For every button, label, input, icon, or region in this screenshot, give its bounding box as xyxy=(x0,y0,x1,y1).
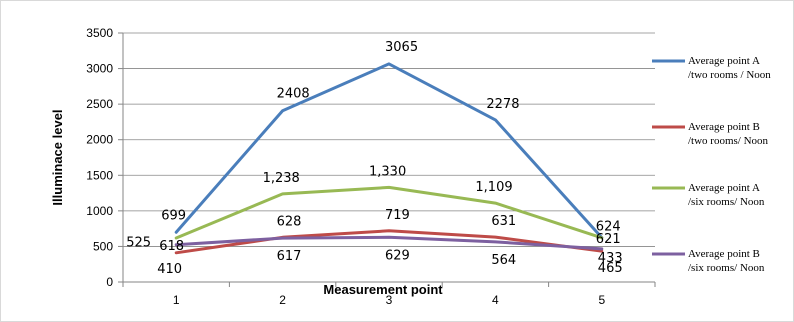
data-label: 1,109 xyxy=(475,180,512,195)
series-line-2 xyxy=(174,229,604,255)
legend-item: Average point A/six rooms/ Noon xyxy=(652,182,765,208)
data-label: 621 xyxy=(596,232,621,247)
y-tick-label: 1000 xyxy=(86,204,113,218)
y-tick-label: 3500 xyxy=(86,26,113,40)
data-label: 410 xyxy=(157,262,182,277)
y-tick-label: 0 xyxy=(106,275,113,289)
legend-label: Average point A xyxy=(688,182,760,194)
legend-item: Average point B/two rooms/ Noon xyxy=(652,121,769,147)
x-tick-label: 5 xyxy=(598,293,605,307)
data-label: 628 xyxy=(277,214,302,229)
x-tick-label: 2 xyxy=(279,293,286,307)
data-label: 631 xyxy=(491,214,516,229)
data-label: 618 xyxy=(159,239,184,254)
data-label: 624 xyxy=(596,220,621,235)
data-labels: 699 2408 3065 2278 624 410 628 719 631 433 618 1,23… xyxy=(126,40,622,277)
x-tick-labels: 1 2 3 4 5 xyxy=(122,282,656,307)
x-axis-title: Measurement point xyxy=(323,282,443,297)
data-label: 2408 xyxy=(277,87,310,102)
data-label: 564 xyxy=(491,253,516,268)
legend-label-line2: /six rooms/ Noon xyxy=(688,196,765,208)
legend-item: Average point B/six rooms/ Noon xyxy=(652,248,765,274)
data-label: 629 xyxy=(385,248,410,263)
y-axis-title: Illuminace level xyxy=(50,109,65,205)
series-line-4 xyxy=(174,235,604,251)
x-tick-label: 3 xyxy=(386,293,393,307)
data-label: 617 xyxy=(277,249,302,264)
data-label: 1,238 xyxy=(263,171,300,186)
series-line-1 xyxy=(174,62,604,240)
data-label: 465 xyxy=(598,261,623,276)
data-label: 1,330 xyxy=(369,164,406,179)
legend-label: Average point B xyxy=(688,248,760,260)
data-label: 2278 xyxy=(486,97,519,112)
legend-item: Average point A/two rooms / Noon xyxy=(652,55,771,81)
y-tick-label: 1500 xyxy=(86,168,113,182)
y-tick-label: 2500 xyxy=(86,97,113,111)
x-tick-label: 4 xyxy=(492,293,499,307)
data-label: 433 xyxy=(598,251,623,266)
legend-label-line2: /two rooms / Noon xyxy=(688,69,771,81)
y-tick-label: 3000 xyxy=(86,62,113,76)
series-line-3 xyxy=(174,185,604,240)
data-label: 699 xyxy=(161,208,186,223)
legend-label-line2: /six rooms/ Noon xyxy=(688,262,765,274)
legend: Average point A/two rooms / NoonAverage … xyxy=(652,55,771,274)
y-tick-label: 2000 xyxy=(86,133,113,147)
legend-label-line2: /two rooms/ Noon xyxy=(688,135,769,147)
series-lines xyxy=(174,62,604,255)
data-label: 3065 xyxy=(385,40,418,55)
y-tick-label: 500 xyxy=(93,239,113,253)
x-tick-label: 1 xyxy=(173,293,180,307)
y-tick-labels: 0 500 1000 1500 2000 2500 3000 3500 xyxy=(86,26,113,289)
data-label: 719 xyxy=(385,208,410,223)
data-label: 525 xyxy=(126,236,151,251)
legend-label: Average point B xyxy=(688,121,760,133)
legend-label: Average point A xyxy=(688,55,760,67)
